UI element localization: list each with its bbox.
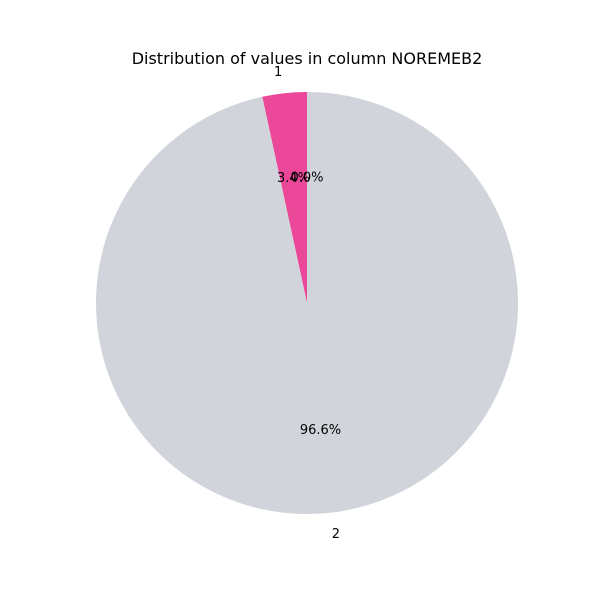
pie-slice-0 — [262, 92, 307, 303]
chart-title: Distribution of values in column NOREMEB… — [132, 49, 483, 68]
slice-label-1: 2 — [332, 527, 340, 542]
pie-labels: 1 3.4% 2 96.6% 0.0% — [274, 65, 341, 542]
pie-slice-1 — [96, 92, 519, 514]
slice-percent-0: 3.4% — [277, 171, 310, 186]
pie-slices — [96, 92, 519, 514]
slice-label-0: 1 — [274, 65, 282, 80]
slice-percent-2: 0.0% — [290, 170, 323, 185]
slice-percent-1: 96.6% — [300, 423, 341, 438]
